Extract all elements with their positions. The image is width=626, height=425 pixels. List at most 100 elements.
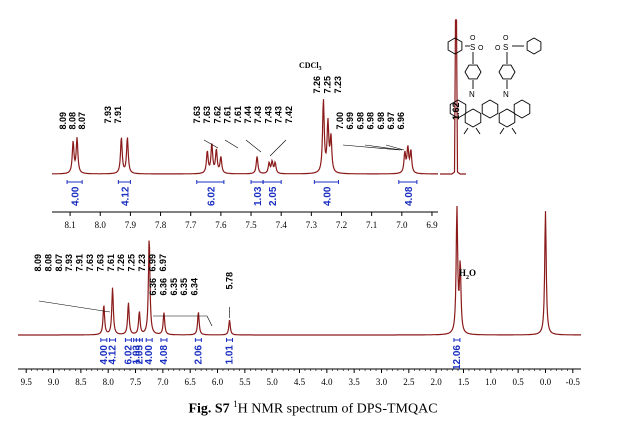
inset-x-tick-label: 7.6 — [215, 220, 227, 230]
x-tick-label: 6.0 — [212, 377, 224, 387]
integral-value: 1.01 — [225, 345, 236, 365]
inset-x-tick-label: 7.1 — [366, 220, 377, 230]
inset-integral-value: 4.00 — [322, 186, 333, 206]
oxygen-label: O — [470, 35, 476, 42]
peak-leader — [203, 139, 287, 157]
peak-label: 6.99 — [147, 254, 157, 272]
inset-x-tick-label: 7.8 — [155, 220, 167, 230]
peak-label: 6.96 — [396, 112, 406, 130]
peak-label: 1.62 — [451, 102, 461, 120]
peak-label: 7.26 — [116, 254, 126, 272]
integral-value: 1.03 — [132, 345, 143, 365]
peak-label: 8.08 — [68, 112, 78, 130]
inset-x-tick-label: 7.9 — [125, 220, 137, 230]
caption-label: Fig. S7 — [188, 401, 230, 417]
caption-superscript: 1 — [233, 399, 238, 409]
inset-x-tick-label: 7.4 — [276, 220, 288, 230]
peak-label: 7.43 — [253, 106, 263, 124]
peak-label: 7.61 — [106, 254, 116, 272]
inset-spectrum: 1.62 8.1 8.0 7.9 7.8 7.7 7.6 7.5 7.4 7.3 7.2 7.1 7.0… — [51, 19, 466, 230]
x-tick-label: 6.5 — [185, 377, 197, 387]
peak-label: 6.98 — [376, 112, 386, 130]
oxygen-label: O — [495, 45, 501, 52]
x-tick-label: 5.5 — [239, 377, 251, 387]
peak-label: 7.23 — [333, 76, 343, 94]
sulfur-label: S — [503, 43, 508, 52]
x-tick-label: -0.5 — [566, 377, 581, 387]
integral-value: 2.06 — [193, 345, 204, 365]
benzene-ring — [498, 108, 516, 128]
peak-label: 7.44 — [243, 106, 253, 124]
peak-label: 7.26 — [312, 76, 322, 94]
nmr-figure: 1.62 8.1 8.0 7.9 7.8 7.7 7.6 7.5 7.4 7.3 7.2 7.1 7.0… — [18, 19, 581, 387]
peak-label: 5.78 — [225, 272, 235, 290]
oxygen-label: O — [503, 35, 509, 42]
peak-label: 7.25 — [323, 76, 333, 94]
inset-x-tick-label: 7.0 — [396, 220, 408, 230]
peak-label: 8.09 — [58, 112, 68, 130]
peak-label: 8.07 — [54, 254, 64, 272]
inset-integral-value: 1.03 — [253, 186, 264, 206]
x-tick-label: 9.5 — [21, 377, 33, 387]
benzene-ring — [498, 64, 516, 80]
peak-label: 7.63 — [95, 254, 105, 272]
x-tick-label: 7.0 — [157, 377, 169, 387]
peak-label: 7.63 — [85, 254, 95, 272]
x-tick-label: 7.5 — [130, 377, 142, 387]
peak-label: 6.35 — [169, 278, 179, 296]
integral-value: 4.12 — [108, 345, 119, 365]
peak-label: 6.98 — [355, 112, 365, 130]
peak-label: 7.91 — [113, 106, 123, 124]
methyl-peak-trace — [440, 19, 466, 175]
peak-label: 7.62 — [212, 106, 222, 124]
inset-integral-value: 4.08 — [404, 186, 415, 206]
x-tick-label: 1.0 — [485, 377, 497, 387]
peak-leader — [342, 144, 405, 151]
peak-label: 7.61 — [223, 106, 233, 124]
cdcl3-annotation: CDCl3 — [299, 61, 322, 72]
benzene-ring — [464, 108, 482, 128]
integral-value: 6.02 — [123, 345, 134, 365]
benzene-ring — [449, 99, 467, 119]
peak-label: 6.36 — [148, 278, 158, 296]
inset-x-tick-label: 7.3 — [306, 220, 318, 230]
integral-value: 4.00 — [99, 345, 110, 365]
x-tick-label: 4.5 — [294, 377, 306, 387]
h2o-annotation: H2O — [459, 268, 476, 281]
peak-label: 7.43 — [263, 106, 273, 124]
peak-label: 7.61 — [233, 106, 243, 124]
inset-integral-value: 6.02 — [206, 186, 217, 206]
inset-x-tick-label: 7.5 — [245, 220, 257, 230]
peak-label: 7.42 — [284, 106, 294, 124]
nitrogen-label: N — [503, 90, 509, 99]
peak-label: 6.34 — [190, 278, 200, 296]
inset-x-tick-label: 8.1 — [64, 220, 75, 230]
inset-integral-value: 4.00 — [71, 186, 82, 206]
inset-integral-value: 2.05 — [268, 186, 279, 206]
figure-caption: Fig. S7 1H NMR spectrum of DPS-TMQAC — [0, 399, 626, 418]
spectrum-trace — [18, 205, 581, 336]
peak-leader — [38, 300, 111, 313]
peak-label: 8.07 — [77, 112, 87, 130]
peak-label: 6.97 — [158, 254, 168, 272]
benzene-ring — [513, 99, 531, 119]
peak-label: 7.25 — [127, 254, 137, 272]
x-tick-label: 8.5 — [75, 377, 87, 387]
x-tick-label: 5.0 — [267, 377, 279, 387]
sulfur-label: S — [470, 43, 475, 52]
peak-label: 8.08 — [43, 254, 53, 272]
inset-integral-value: 4.12 — [120, 186, 131, 206]
integral-value: 4.08 — [159, 345, 170, 365]
peak-label: 6.35 — [179, 278, 189, 296]
x-tick-label: 0.5 — [513, 377, 525, 387]
x-tick-label: 3.0 — [376, 377, 388, 387]
caption-text: H NMR spectrum of DPS-TMQAC — [237, 401, 438, 417]
peak-label: 8.09 — [33, 254, 43, 272]
x-tick-label: 9.0 — [48, 377, 60, 387]
peak-label: 7.93 — [103, 106, 113, 124]
x-tick-label: 2.0 — [431, 377, 443, 387]
inset-x-tick-label: 7.2 — [336, 220, 347, 230]
inset-x-tick-label: 8.0 — [95, 220, 107, 230]
benzene-ring — [481, 99, 499, 119]
